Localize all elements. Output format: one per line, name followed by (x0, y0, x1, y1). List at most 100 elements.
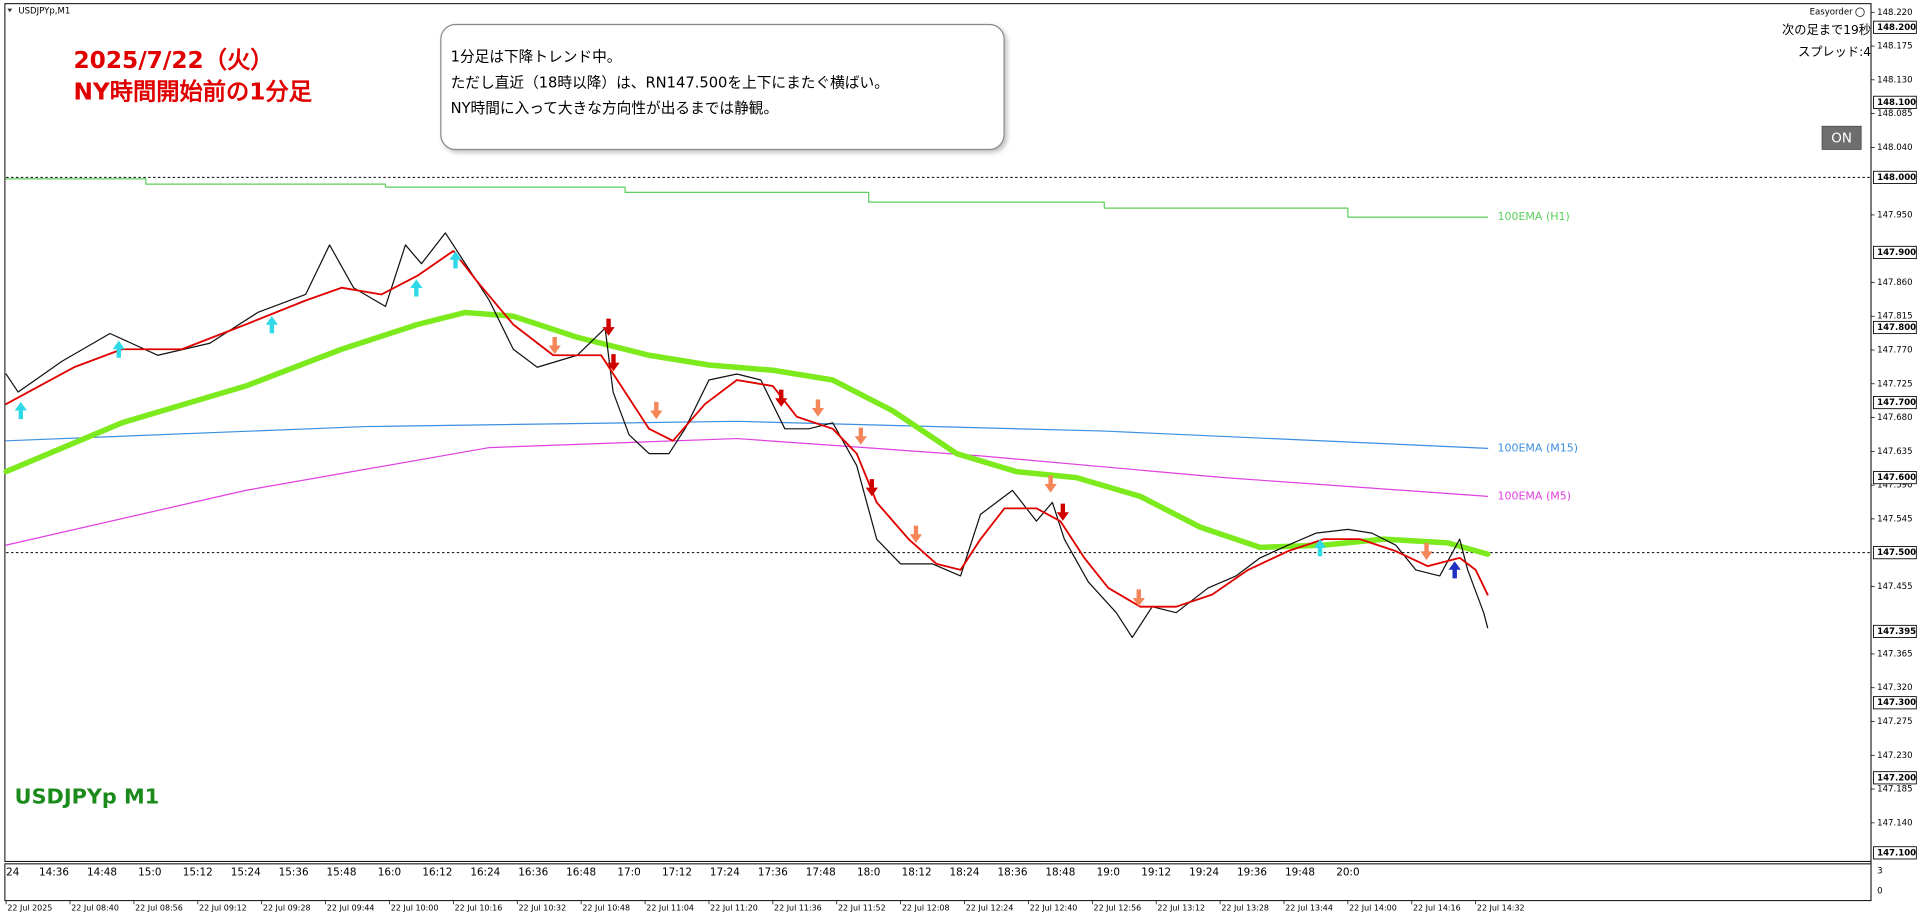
series-label: 100EMA (H1) (1497, 210, 1569, 223)
date-label: 22 Jul 09:12 (199, 903, 247, 912)
series-line (3, 309, 1491, 557)
price-level-box (1873, 846, 1917, 860)
price-level-label: 147.700 (1877, 398, 1916, 408)
time-label: 18:36 (997, 866, 1027, 878)
date-label: 22 Jul 11:52 (838, 903, 886, 912)
y-tick-label: 147.275 (1877, 717, 1912, 727)
time-label: 15:0 (138, 866, 161, 878)
price-level-label: 147.300 (1877, 698, 1916, 708)
date-label: 22 Jul 08:40 (71, 903, 119, 912)
plot: 100EMA (H1) 100EMA (M15) 100EMA (M5) (3, 176, 1872, 639)
price-level-box (1873, 696, 1917, 710)
time-label: 15:36 (279, 866, 309, 878)
y-tick-label: 147.680 (1877, 413, 1912, 423)
time-label: 17:12 (662, 866, 692, 878)
time-label: 14:36 (39, 866, 69, 878)
time-label: 18:0 (857, 866, 880, 878)
annotation-date: 2025/7/22（火） (73, 47, 273, 74)
time-label: 17:24 (710, 866, 740, 878)
note-line: NY時間に入って大きな方向性が出るまでは静観。 (451, 100, 779, 117)
date-label: 22 Jul 13:28 (1221, 903, 1269, 912)
date-label: 22 Jul 10:32 (518, 903, 566, 912)
note-line: ただし直近（18時以降）は、RN147.500を上下にまたぐ横ばい。 (451, 74, 889, 91)
series-line (5, 232, 1489, 639)
price-level-box (1873, 471, 1917, 485)
time-label: 18:48 (1045, 866, 1075, 878)
price-level-label: 147.500 (1877, 548, 1916, 558)
window-menu-icon[interactable] (7, 8, 13, 13)
time-label: 15:24 (231, 866, 261, 878)
y-tick-label: 148.040 (1877, 143, 1912, 153)
time-label: 19:24 (1189, 866, 1219, 878)
series-line (5, 420, 1489, 449)
date-label: 22 Jul 12:08 (902, 903, 950, 912)
y-tick-label: 148.220 (1877, 8, 1912, 18)
date-label: 22 Jul 08:56 (135, 903, 183, 912)
time-label: 24 (6, 866, 20, 878)
y-tick-label: 147.140 (1877, 818, 1912, 828)
note-line: 1分足は下降トレンド中。 (451, 49, 622, 66)
date-label: 22 Jul 14:16 (1413, 903, 1461, 912)
y-tick-label: 147.230 (1877, 751, 1912, 761)
y-tick-label: 147.725 (1877, 379, 1912, 389)
price-level-label: 148.200 (1877, 23, 1916, 33)
time-label: 19:48 (1285, 866, 1315, 878)
price-level-box (1873, 20, 1917, 34)
on-button[interactable] (1821, 125, 1862, 150)
last-price-label: 147.395 (1877, 627, 1916, 637)
sub-tick-label: 3 (1877, 867, 1882, 877)
date-label: 22 Jul 13:12 (1157, 903, 1205, 912)
price-level-box (1873, 320, 1917, 335)
date-label: 22 Jul 10:48 (582, 903, 630, 912)
easyorder-label: Easyorder (1810, 8, 1853, 18)
price-level-label: 148.100 (1877, 98, 1916, 108)
date-label: 22 Jul 10:16 (455, 903, 503, 912)
on-button-label[interactable]: ON (1831, 130, 1852, 146)
date-label: 22 Jul 12:56 (1094, 903, 1142, 912)
y-tick-label: 148.085 (1877, 109, 1912, 119)
date-label: 22 Jul 10:00 (391, 903, 439, 912)
price-level-box (1873, 771, 1917, 785)
y-tick-label: 147.320 (1877, 683, 1912, 693)
y-tick-label: 147.860 (1877, 278, 1912, 288)
time-label: 16:48 (566, 866, 596, 878)
series-line (5, 178, 1489, 218)
date-label: 22 Jul 11:04 (646, 903, 694, 912)
spread: スプレッド:4 (1798, 45, 1871, 59)
price-level-box (1873, 546, 1917, 560)
countdown: 次の足まで19秒 (1782, 23, 1871, 37)
price-level-label: 147.600 (1877, 473, 1916, 483)
date-label: 22 Jul 14:32 (1477, 903, 1525, 912)
easyorder-icon[interactable] (1855, 7, 1865, 17)
time-label: 18:12 (902, 866, 932, 878)
time-label: 19:36 (1237, 866, 1267, 878)
note-box (440, 23, 1005, 151)
y-tick-label: 147.365 (1877, 649, 1912, 659)
time-label: 18:24 (950, 866, 980, 878)
annotation-subtitle: NY時間開始前の1分足 (73, 79, 312, 106)
y-tick-label: 148.130 (1877, 75, 1912, 85)
y-tick-label: 148.175 (1877, 42, 1912, 52)
sub-tick-label: 0 (1877, 886, 1882, 896)
time-label: 17:0 (617, 866, 640, 878)
window-title: USDJPYp,M1 (18, 7, 70, 17)
time-label: 16:36 (518, 866, 548, 878)
last-price-box (1873, 624, 1917, 639)
date-label: 22 Jul 12:40 (1030, 903, 1078, 912)
y-tick-label: 147.950 (1877, 210, 1912, 220)
date-label: 22 Jul 09:28 (263, 903, 311, 912)
y-tick-label: 147.770 (1877, 346, 1912, 356)
date-label: 22 Jul 11:20 (710, 903, 758, 912)
price-level-box (1873, 95, 1917, 109)
time-label: 15:48 (327, 866, 357, 878)
price-level-label: 148.000 (1877, 173, 1916, 183)
y-tick-label: 147.590 (1877, 481, 1912, 491)
symbol-label: USDJPYp M1 (15, 785, 160, 809)
y-tick-label: 147.545 (1877, 514, 1912, 524)
time-label: 16:12 (422, 866, 452, 878)
date-label: 22 Jul 13:44 (1285, 903, 1333, 912)
time-label: 16:24 (470, 866, 500, 878)
price-level-box (1873, 395, 1917, 410)
